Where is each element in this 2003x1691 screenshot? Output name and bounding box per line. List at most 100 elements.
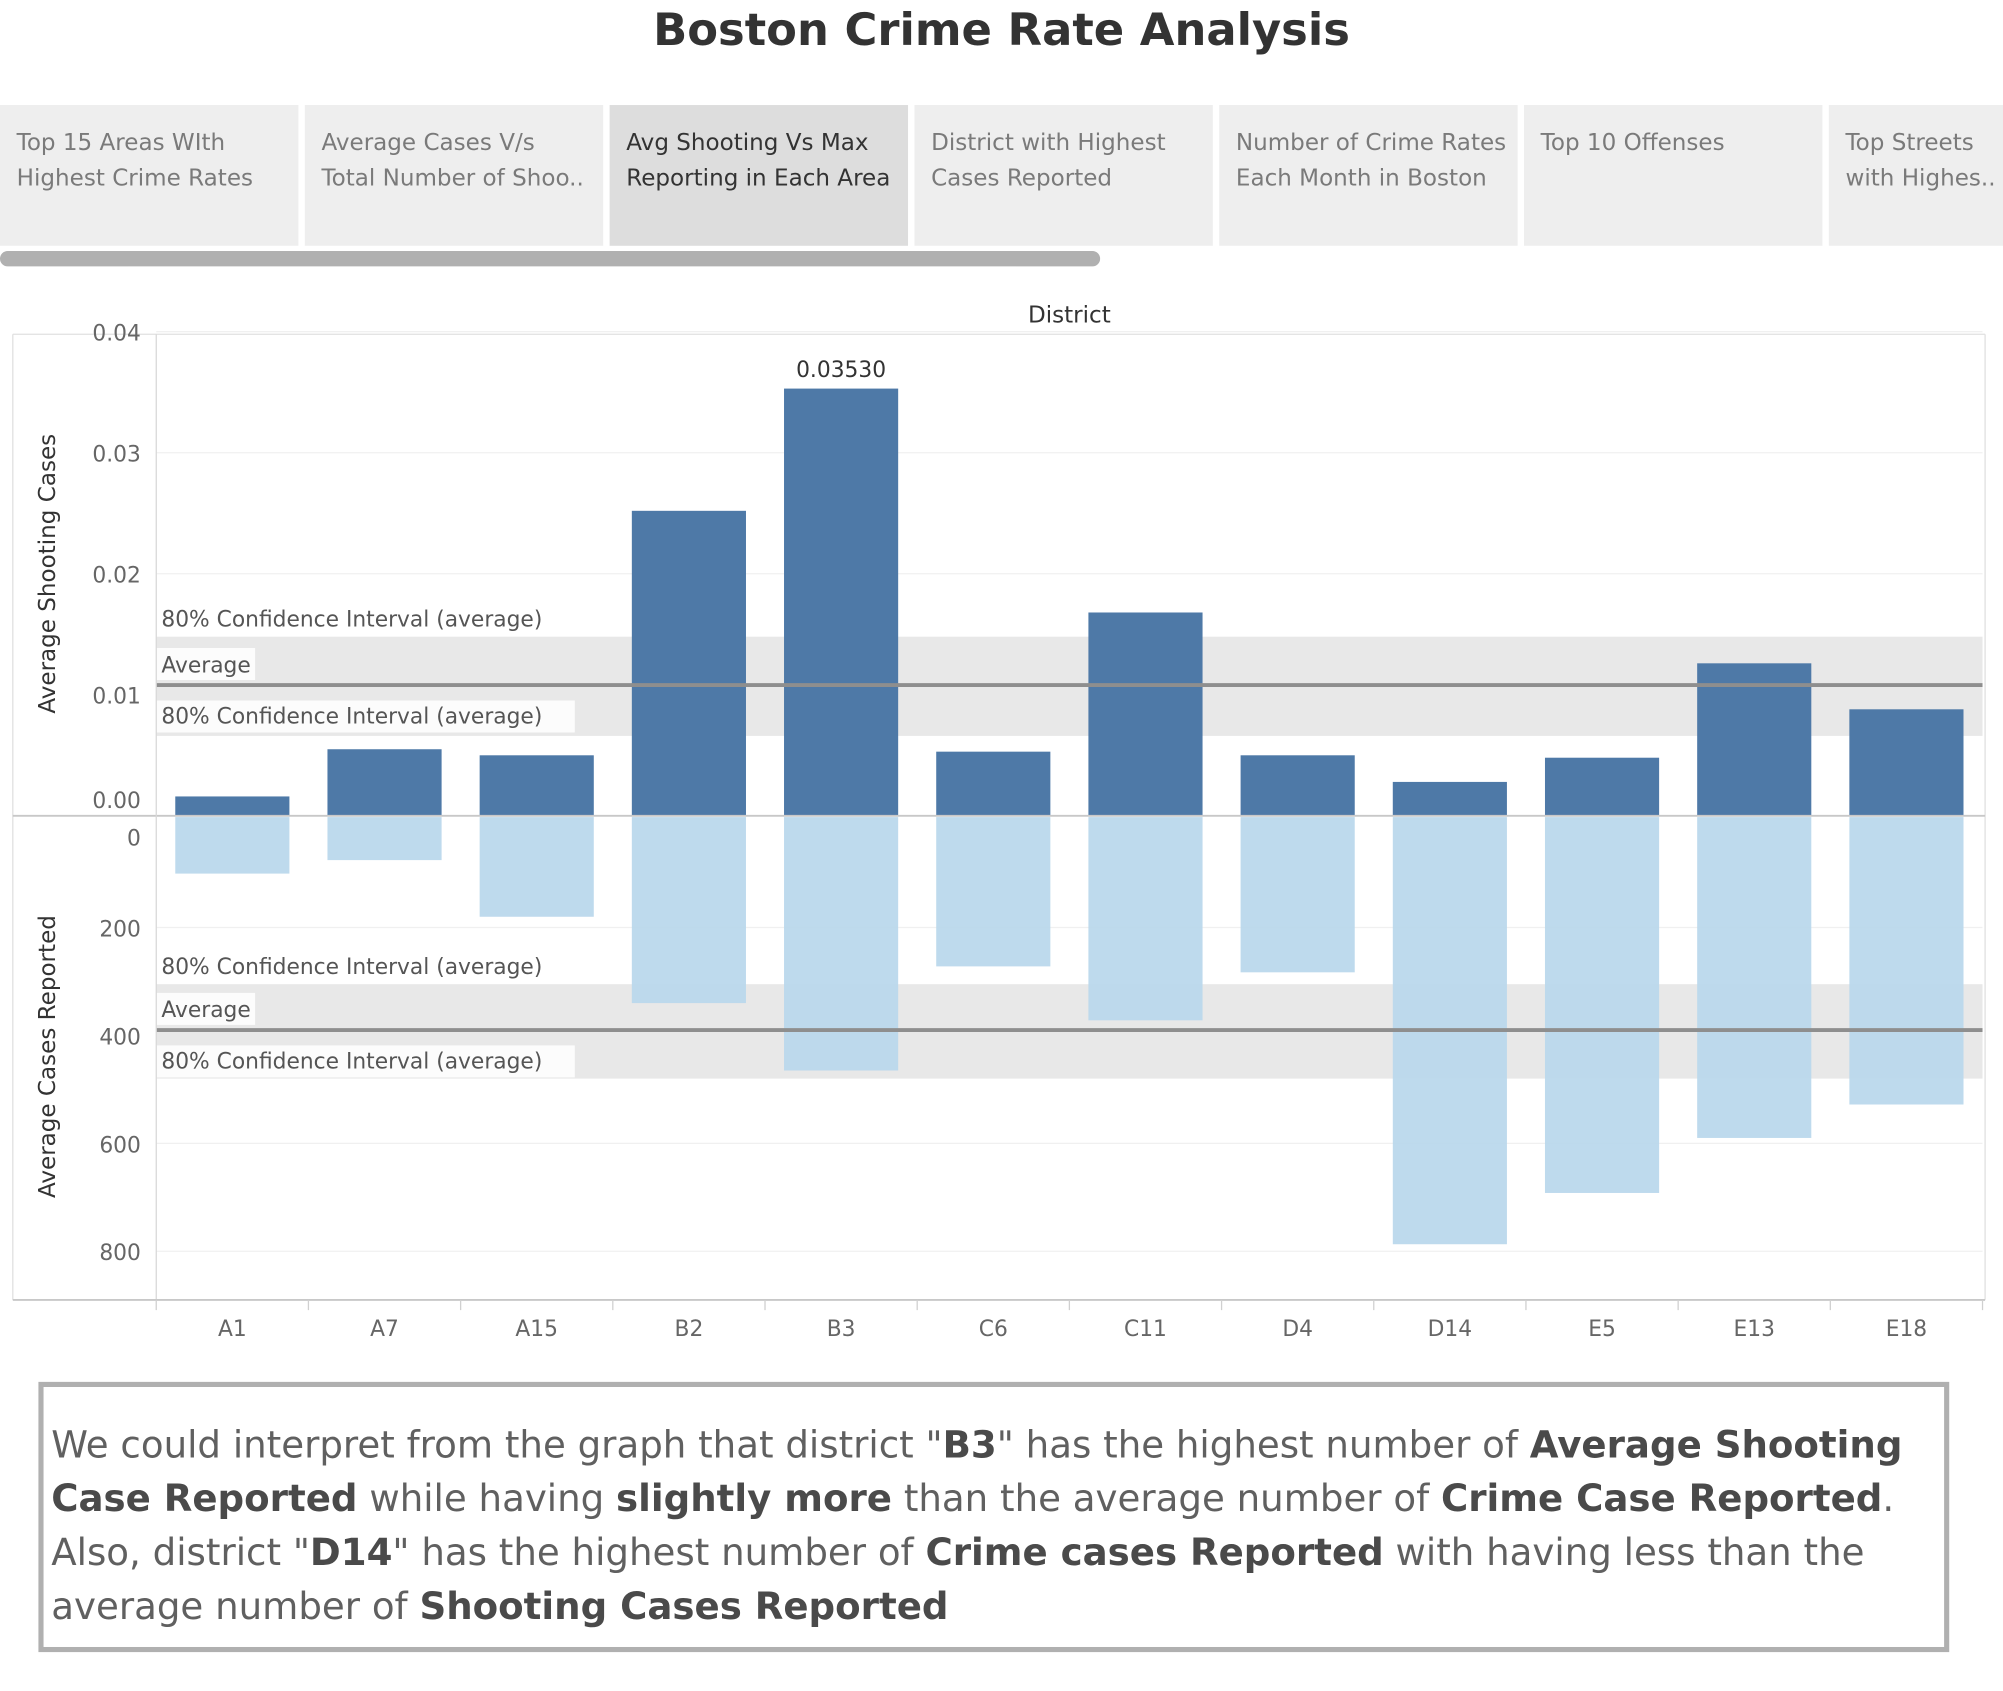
cases-bar-a15 (479, 817, 594, 917)
shooting-bar-a1 (175, 796, 290, 816)
y-tick-label-cases: 800 (99, 1241, 141, 1266)
tabs-scrollbar[interactable] (0, 251, 1101, 267)
insight-text: than the average number of (892, 1476, 1441, 1521)
shooting-bar-b2 (631, 510, 746, 816)
data-label-b3: 0.03530 (796, 358, 886, 383)
shooting-ci-lower-label: 80% Confidence Interval (average) (161, 705, 542, 730)
district-bar-chart: District Average Shooting Cases Average … (12, 303, 1986, 1342)
y-tick-label-cases: 400 (99, 1025, 141, 1050)
tab-label-line1: Avg Shooting Vs Max (626, 129, 869, 157)
cases-bar-b3 (784, 817, 899, 1071)
y-tick-label-shooting: 0.03 (92, 443, 140, 468)
tab-label-line2: Highest Crime Rates (16, 165, 254, 193)
cases-ci-upper-label-bg (156, 950, 575, 983)
shooting-ci-upper-label: 80% Confidence Interval (average) (161, 607, 542, 632)
tab-label-line1: Top 10 Offenses (1540, 129, 1725, 157)
shooting-bar-d4 (1240, 755, 1355, 816)
insight-textbox: We could interpret from the graph that d… (38, 1381, 1950, 1653)
tab-label-line1: Top 15 Areas WIth (16, 129, 226, 157)
x-tick-label-e13: E13 (1734, 1317, 1775, 1342)
x-tick-label-e5: E5 (1588, 1317, 1616, 1342)
x-tick-label-a7: A7 (370, 1317, 399, 1342)
shooting-bar-e5 (1544, 757, 1660, 816)
insight-emphasis: Crime Case Reported (1440, 1476, 1883, 1521)
y-axis-title-shooting: Average Shooting Cases (35, 434, 61, 714)
shooting-ci-lower-label-bg (156, 700, 575, 733)
insight-emphasis: Average Shooting Case Reported (51, 1422, 1903, 1521)
x-tick-label-b2: B2 (675, 1317, 704, 1342)
tab-label-line2: Each Month in Boston (1235, 165, 1487, 193)
y-tick-label-shooting: 0.02 (92, 564, 140, 589)
insight-district-b3: B3 (942, 1422, 997, 1467)
tab-label-line1: Top Streets (1845, 129, 1974, 157)
tab-top-15-areas[interactable]: Top 15 Areas WIth Highest Crime Rates (0, 105, 299, 246)
insight-text: Also, district " (51, 1530, 310, 1574)
x-tick-label-d14: D14 (1428, 1317, 1472, 1342)
shooting-bar-d14 (1392, 781, 1507, 816)
cases-bar-e5 (1544, 817, 1660, 1193)
tab-label-line2: with Highes.. (1845, 165, 1996, 193)
cases-average-label-bg (156, 992, 256, 1025)
cases-bar-c11 (1088, 817, 1203, 1021)
story-tabs: Top 15 Areas WIth Highest Crime Rates Av… (0, 105, 2003, 246)
shooting-average-label-bg (156, 647, 256, 680)
x-tick-label-d4: D4 (1282, 1317, 1313, 1342)
shooting-bar-e13 (1697, 663, 1812, 816)
tab-label-line2: Total Number of Shoo.. (321, 165, 584, 193)
shooting-bar-c6 (936, 751, 1051, 816)
x-tick-label-b3: B3 (827, 1317, 856, 1342)
cases-bar-d4 (1240, 817, 1355, 973)
x-tick-label-c6: C6 (979, 1317, 1008, 1342)
insight-text: We could interpret from the graph that d… (51, 1422, 943, 1467)
cases-bar-a7 (327, 817, 442, 861)
insight-emphasis: Crime cases Reported (925, 1530, 1384, 1574)
y-tick-label-shooting: 0.00 (92, 789, 140, 814)
tab-crime-rates-each-month[interactable]: Number of Crime Rates Each Month in Bost… (1219, 105, 1518, 246)
y-axis-title-cases: Average Cases Reported (35, 915, 61, 1198)
cases-ci-lower-label-bg (156, 1045, 575, 1078)
shooting-bar-b3 (784, 388, 899, 816)
tab-label-line1: District with Highest (931, 129, 1166, 157)
tab-label-line2: Reporting in Each Area (626, 165, 891, 193)
insight-text: " has the highest number of (392, 1530, 926, 1574)
x-tick-label-c11: C11 (1124, 1317, 1167, 1342)
shooting-bar-c11 (1088, 612, 1203, 816)
shooting-bar-a7 (327, 749, 442, 816)
tab-avg-shooting-vs-max-reporting[interactable]: Avg Shooting Vs Max Reporting in Each Ar… (609, 105, 909, 246)
x-axis-title: District (1028, 303, 1111, 329)
cases-bar-b2 (631, 817, 746, 1004)
insight-emphasis: Shooting Cases Reported (419, 1584, 949, 1628)
shooting-average-label: Average (161, 653, 250, 678)
cases-ci-upper-label: 80% Confidence Interval (average) (161, 955, 542, 980)
insight-text: while having (357, 1476, 617, 1521)
shooting-bar-a15 (479, 755, 594, 816)
insight-district-d14: D14 (309, 1530, 393, 1574)
y-tick-label-cases: 0 (127, 826, 141, 851)
tab-average-cases-vs-shootings[interactable]: Average Cases V/s Total Number of Shoo.. (304, 105, 604, 246)
x-tick-label-a1: A1 (218, 1317, 247, 1342)
shooting-ci-upper-label-bg (156, 603, 575, 636)
tab-label-line2: Cases Reported (931, 165, 1113, 193)
cases-ci-lower-label: 80% Confidence Interval (average) (161, 1049, 542, 1074)
cases-bar-c6 (936, 817, 1051, 967)
cases-bar-a1 (175, 817, 290, 874)
insight-emphasis: slightly more (616, 1476, 893, 1521)
shooting-bar-e18 (1849, 709, 1964, 816)
dashboard-title: Boston Crime Rate Analysis (653, 5, 1350, 57)
y-tick-label-cases: 200 (99, 918, 141, 943)
cases-bar-e18 (1849, 817, 1964, 1105)
y-tick-label-shooting: 0.01 (92, 685, 140, 710)
x-tick-label-a15: A15 (515, 1317, 558, 1342)
cases-average-label: Average (161, 998, 250, 1023)
tab-top-10-offenses[interactable]: Top 10 Offenses (1524, 105, 1823, 246)
x-tick-label-e18: E18 (1886, 1317, 1927, 1342)
insight-text: " has the highest number of (996, 1422, 1530, 1467)
tab-district-highest-cases[interactable]: District with Highest Cases Reported (914, 105, 1213, 246)
y-tick-label-shooting: 0.04 (92, 322, 140, 347)
tab-top-streets[interactable]: Top Streets with Highes.. (1828, 105, 2003, 246)
tab-label-line1: Average Cases V/s (321, 129, 535, 157)
y-tick-label-cases: 600 (99, 1133, 141, 1158)
tab-label-line1: Number of Crime Rates (1235, 129, 1507, 157)
insight-text: . (1882, 1476, 1895, 1521)
